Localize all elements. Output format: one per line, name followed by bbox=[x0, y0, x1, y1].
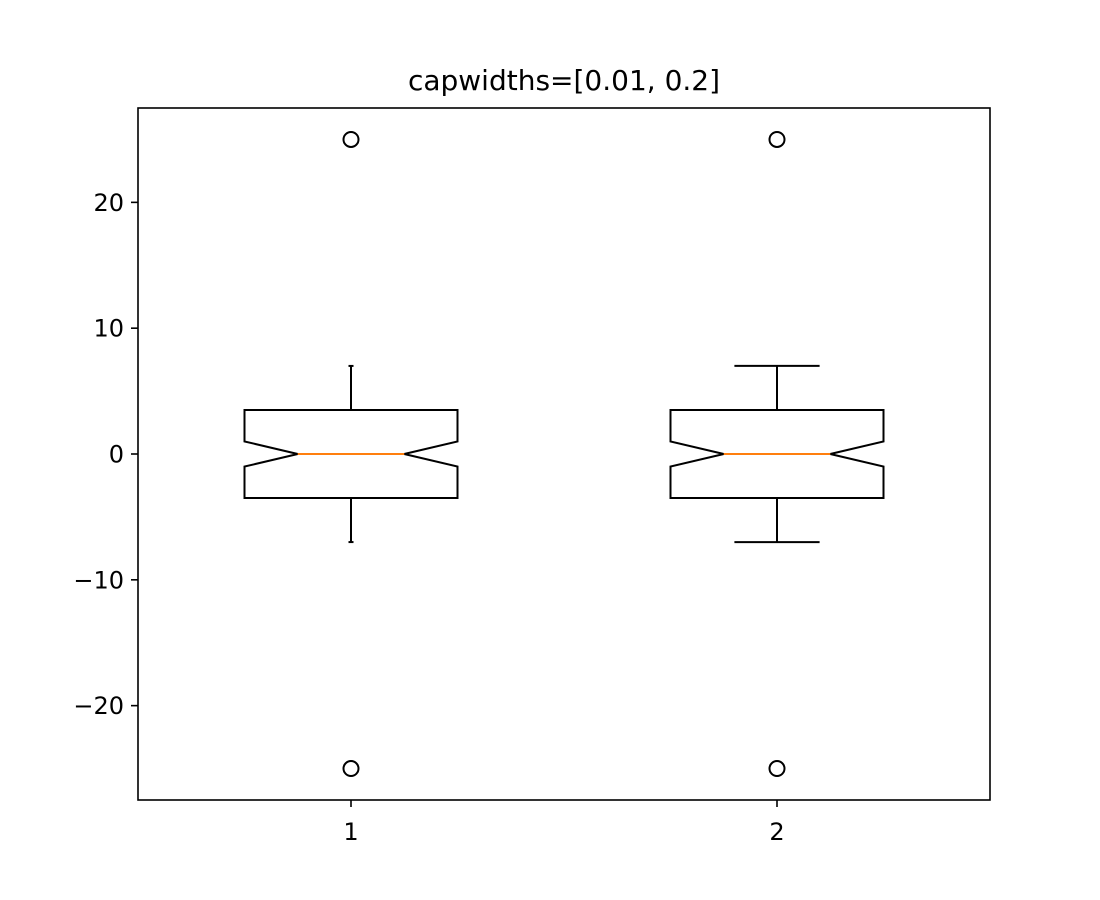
y-tick-label: 10 bbox=[93, 315, 124, 343]
box-group-2 bbox=[669, 130, 885, 778]
box-2 bbox=[669, 408, 885, 500]
y-axis: −20 −10 0 10 20 bbox=[73, 189, 138, 720]
y-tick-label: −20 bbox=[73, 692, 124, 720]
y-tick-label: 20 bbox=[93, 189, 124, 217]
x-tick-label: 2 bbox=[769, 818, 784, 846]
flier-point-2-2 bbox=[768, 760, 786, 778]
flier-point-1-2 bbox=[342, 760, 360, 778]
chart-title: capwidths=[0.01, 0.2] bbox=[408, 64, 720, 97]
box-1 bbox=[243, 408, 459, 500]
x-tick-label: 1 bbox=[343, 818, 358, 846]
flier-point-2-1 bbox=[768, 130, 786, 148]
y-tick-label: 0 bbox=[109, 441, 124, 469]
box-group-1 bbox=[243, 130, 459, 778]
flier-point-1-1 bbox=[342, 130, 360, 148]
plot-area bbox=[243, 130, 885, 778]
y-tick-label: −10 bbox=[73, 566, 124, 594]
